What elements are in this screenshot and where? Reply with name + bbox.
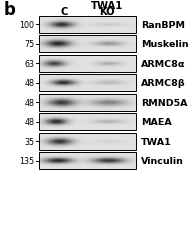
Bar xyxy=(39,75,136,92)
Text: Vinculin: Vinculin xyxy=(141,157,184,165)
Text: C: C xyxy=(60,7,67,17)
Text: 135: 135 xyxy=(19,157,34,165)
Text: 75: 75 xyxy=(24,40,34,49)
Bar xyxy=(39,133,136,150)
Bar xyxy=(39,36,136,53)
Text: RMND5A: RMND5A xyxy=(141,98,188,107)
Text: b: b xyxy=(4,1,15,19)
Text: ARMC8β: ARMC8β xyxy=(141,79,186,88)
Text: 35: 35 xyxy=(24,137,34,146)
Bar xyxy=(39,94,136,111)
Bar xyxy=(39,17,136,33)
Text: TWA1: TWA1 xyxy=(91,1,123,11)
Text: 63: 63 xyxy=(24,60,34,68)
Text: KO: KO xyxy=(99,7,115,17)
Text: Muskelin: Muskelin xyxy=(141,40,189,49)
Text: 48: 48 xyxy=(24,79,34,88)
Text: 48: 48 xyxy=(24,118,34,127)
Bar xyxy=(39,56,136,72)
Bar xyxy=(39,114,136,131)
Text: ARMC8α: ARMC8α xyxy=(141,60,186,68)
Text: 48: 48 xyxy=(24,98,34,107)
Bar xyxy=(39,153,136,169)
Text: MAEA: MAEA xyxy=(141,118,172,127)
Text: 100: 100 xyxy=(19,21,34,30)
Text: RanBPM: RanBPM xyxy=(141,21,185,30)
Text: TWA1: TWA1 xyxy=(141,137,172,146)
